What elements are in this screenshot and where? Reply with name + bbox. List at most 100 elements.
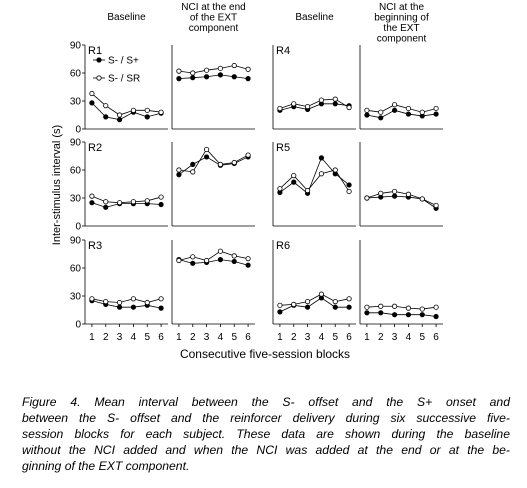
data-point: [291, 179, 297, 185]
data-point: [217, 65, 224, 71]
series-line: [279, 169, 350, 192]
x-tick-label: 6: [245, 332, 251, 343]
data-point: [203, 146, 210, 153]
column-title: NCI at the: [379, 2, 424, 13]
data-point: [190, 260, 196, 266]
x-tick-label: 5: [231, 332, 237, 343]
data-point: [277, 302, 283, 308]
data-point: [433, 313, 439, 320]
y-tick-label: 0: [75, 320, 81, 331]
data-point: [231, 253, 237, 259]
data-point: [364, 310, 370, 316]
series-line: [366, 191, 437, 206]
legend-label: S- / S+: [108, 56, 139, 67]
series-line: [366, 195, 437, 209]
data-point: [419, 306, 425, 312]
data-point: [176, 68, 182, 74]
x-tick-label: 1: [89, 332, 95, 343]
data-point: [217, 161, 224, 167]
subject-label: R4: [276, 45, 290, 57]
column-title: beginning of: [374, 13, 429, 24]
legend-marker: [96, 57, 102, 63]
data-point: [304, 187, 311, 194]
data-point: [378, 310, 384, 316]
y-tick-label: 0: [75, 125, 81, 136]
data-point: [346, 188, 352, 195]
y-tick-label: 90: [70, 236, 82, 247]
data-point: [130, 304, 137, 310]
subject-label: R6: [276, 240, 290, 252]
x-tick-label: 2: [378, 332, 384, 343]
x-tick-label: 1: [277, 332, 283, 343]
x-tick-label: 6: [433, 332, 439, 343]
data-point: [231, 258, 237, 265]
data-point: [318, 155, 325, 161]
caption-line: ginning of the EXT component.: [22, 459, 190, 473]
caption-line: Figure 4. Mean interval between the S- o…: [22, 395, 510, 409]
data-point: [378, 109, 384, 115]
data-point: [346, 304, 352, 310]
data-point: [116, 200, 123, 206]
data-point: [318, 171, 325, 177]
caption-line: between the S- offset and the reinforcer…: [22, 411, 510, 425]
data-point: [304, 298, 311, 305]
data-point: [364, 112, 370, 118]
data-point: [144, 299, 150, 306]
x-tick-label: 4: [218, 332, 224, 343]
data-point: [433, 111, 439, 117]
data-point: [405, 191, 412, 197]
data-point: [318, 291, 325, 297]
data-point: [89, 90, 95, 97]
data-point: [419, 312, 425, 318]
data-point: [291, 301, 297, 307]
subject-label: R2: [88, 142, 102, 154]
data-point: [176, 167, 182, 173]
data-point: [103, 298, 109, 305]
data-point: [158, 296, 164, 302]
x-tick-label: 1: [364, 332, 370, 343]
subject-label: R1: [88, 45, 102, 57]
data-point: [144, 107, 150, 113]
series-line: [91, 102, 162, 121]
data-point: [391, 102, 398, 108]
x-tick-label: 4: [406, 332, 412, 343]
series-line: [91, 195, 162, 204]
data-point: [419, 109, 425, 115]
caption-line: without the NCI added and when the NCI w…: [22, 443, 510, 457]
data-point: [116, 112, 123, 118]
y-tick-label: 90: [70, 41, 82, 52]
subject-label: R3: [88, 240, 102, 252]
data-point: [231, 159, 237, 166]
subject-label: R5: [276, 142, 290, 154]
data-point: [391, 303, 398, 309]
data-point: [144, 198, 150, 204]
data-point: [158, 201, 164, 208]
data-point: [130, 296, 137, 302]
data-point: [130, 199, 137, 205]
series-line: [366, 104, 437, 113]
y-tick-label: 60: [70, 69, 82, 80]
data-point: [203, 257, 210, 264]
y-tick-label: 30: [70, 97, 82, 108]
series-line: [366, 312, 437, 317]
data-point: [277, 186, 283, 192]
data-point: [277, 105, 283, 112]
data-point: [116, 304, 123, 310]
data-point: [89, 296, 95, 302]
data-point: [158, 194, 164, 200]
x-tick-label: 6: [346, 332, 352, 343]
x-tick-label: 1: [176, 332, 182, 343]
column-title: Baseline: [295, 12, 334, 23]
data-point: [291, 101, 297, 107]
y-tick-label: 0: [75, 222, 81, 233]
series-line: [91, 93, 162, 116]
data-point: [203, 154, 210, 160]
data-point: [291, 173, 297, 179]
data-point: [378, 190, 384, 196]
y-tick-label: 90: [70, 138, 82, 149]
data-point: [391, 312, 398, 318]
data-point: [203, 67, 210, 73]
data-point: [405, 105, 412, 112]
data-point: [332, 167, 338, 173]
data-point: [391, 193, 398, 199]
